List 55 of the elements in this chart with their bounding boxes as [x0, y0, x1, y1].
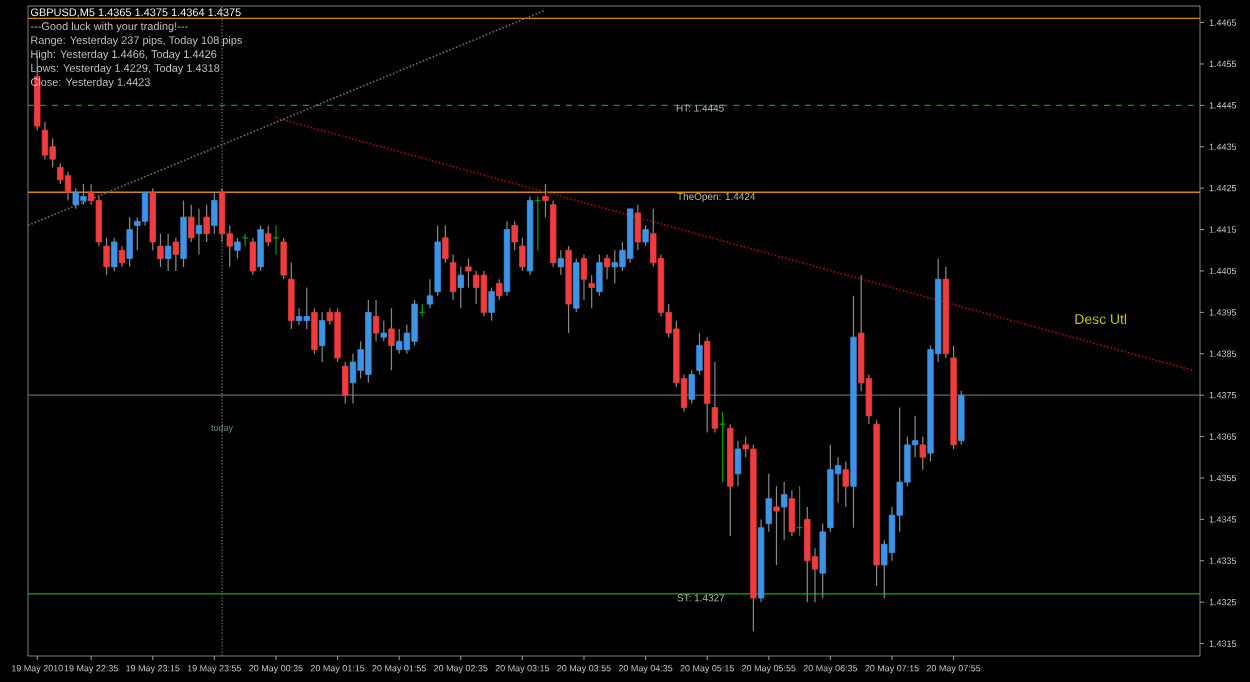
candlestick — [126, 216, 133, 268]
candlestick — [249, 237, 257, 276]
candlestick — [164, 233, 172, 272]
candlestick — [688, 369, 695, 405]
candlestick — [349, 353, 357, 405]
candlestick — [958, 390, 965, 446]
candlestick — [788, 489, 796, 537]
candlestick — [611, 249, 618, 284]
candlestick — [781, 481, 788, 541]
candlestick — [80, 183, 87, 206]
candlestick — [773, 485, 780, 566]
candlestick — [457, 266, 464, 309]
candlestick — [180, 199, 187, 268]
candlestick — [719, 411, 726, 483]
candlestick — [141, 191, 149, 227]
candlestick — [342, 361, 349, 405]
candlestick — [318, 311, 326, 363]
candlestick — [334, 307, 341, 363]
candlestick — [573, 257, 580, 313]
candlestick — [295, 307, 303, 326]
candlestick — [303, 286, 310, 330]
candlestick — [211, 191, 218, 235]
candlestick — [488, 286, 495, 322]
candlestick — [542, 183, 549, 218]
candlestick — [195, 208, 203, 256]
candlestick — [395, 328, 403, 355]
candlestick — [118, 245, 126, 268]
candlestick — [311, 307, 318, 355]
candlestick — [280, 237, 287, 280]
candlestick — [642, 224, 649, 247]
candlestick — [472, 270, 480, 305]
candlestick — [288, 262, 295, 330]
candlestick — [234, 237, 241, 260]
candlestick — [411, 299, 418, 347]
candlestick — [519, 237, 526, 272]
candlestick — [603, 253, 611, 280]
candlestick — [804, 506, 811, 603]
candlestick — [64, 171, 72, 202]
candlestick — [111, 237, 118, 272]
candlestick — [819, 522, 826, 599]
candlestick — [157, 233, 164, 268]
candlestick — [596, 253, 603, 297]
candlestick — [103, 237, 110, 276]
candlestick — [842, 460, 849, 508]
candlestick — [372, 299, 380, 342]
candlestick — [634, 204, 642, 251]
candlestick — [696, 332, 703, 376]
candlestick — [172, 237, 180, 272]
candlestick — [580, 253, 588, 301]
candlestick — [265, 224, 272, 247]
candlestick — [465, 257, 472, 289]
candlestick — [388, 307, 395, 371]
candlestick — [480, 270, 488, 318]
candlestick — [734, 440, 742, 487]
candlestick — [257, 224, 264, 272]
